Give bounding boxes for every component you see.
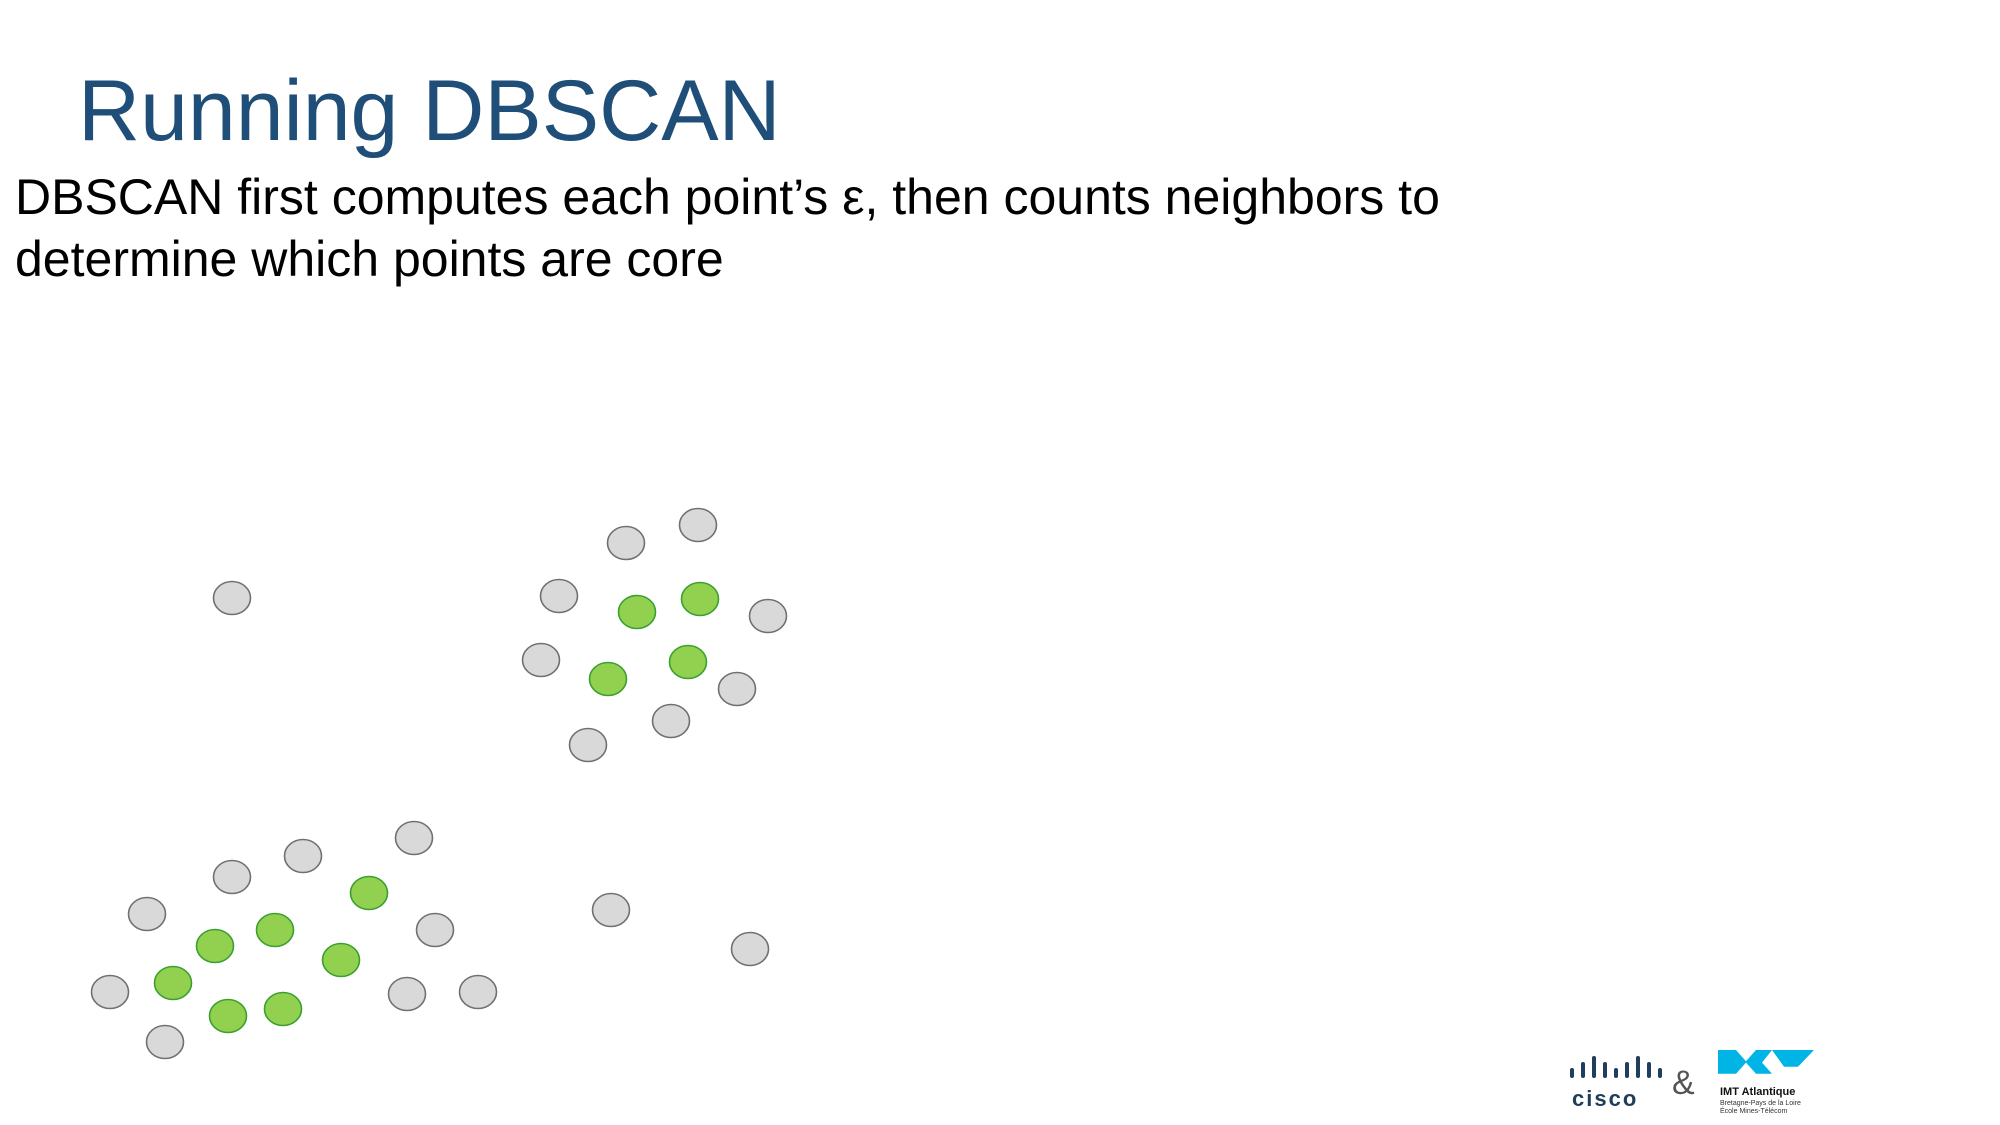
- data-point: [458, 974, 498, 1010]
- data-point: [678, 507, 718, 543]
- imt-subtitle: Bretagne-Pays de la Loire École Mines-Té…: [1720, 1100, 1801, 1116]
- data-point: [394, 820, 434, 856]
- core-point: [195, 928, 235, 964]
- imt-name: IMT Atlantique: [1720, 1086, 1796, 1098]
- slide-title: Running DBSCAN: [78, 63, 781, 159]
- imt-logo-icon: [1718, 1050, 1814, 1074]
- core-point: [588, 661, 628, 697]
- imt-subtitle-line-2: École Mines-Télécom: [1720, 1108, 1788, 1115]
- footer-logos: cisco & IMT Atlantique Bretagne-Pays de …: [1560, 1050, 1860, 1120]
- imt-subtitle-line-1: Bretagne-Pays de la Loire: [1720, 1100, 1801, 1107]
- core-point: [680, 581, 720, 617]
- core-point: [617, 594, 657, 630]
- core-point: [321, 942, 361, 978]
- core-point: [263, 991, 303, 1027]
- data-point: [127, 896, 167, 932]
- ampersand: &: [1672, 1064, 1695, 1102]
- data-point: [212, 580, 252, 616]
- core-point: [668, 644, 708, 680]
- core-point: [153, 965, 193, 1001]
- data-point: [212, 859, 252, 895]
- data-point: [90, 974, 130, 1010]
- cisco-logo-icon: [1570, 1056, 1662, 1078]
- data-point: [145, 1024, 185, 1060]
- data-point: [415, 912, 455, 948]
- data-point: [568, 727, 608, 763]
- data-point: [651, 703, 691, 739]
- subtitle-line-2: determine which points are core: [15, 231, 724, 287]
- core-point: [208, 998, 248, 1034]
- data-point: [521, 642, 561, 678]
- data-point: [748, 598, 788, 634]
- subtitle-line-1: DBSCAN first computes each point’s ε, th…: [15, 169, 1440, 225]
- data-point: [606, 525, 646, 561]
- data-point: [283, 838, 323, 874]
- data-point: [539, 578, 579, 614]
- slide-subtitle: DBSCAN first computes each point’s ε, th…: [15, 166, 1635, 290]
- core-point: [349, 875, 389, 911]
- data-point: [717, 671, 757, 707]
- data-point: [387, 976, 427, 1012]
- cisco-wordmark: cisco: [1572, 1086, 1639, 1111]
- data-point: [730, 931, 770, 967]
- core-point: [255, 912, 295, 948]
- data-point: [591, 892, 631, 928]
